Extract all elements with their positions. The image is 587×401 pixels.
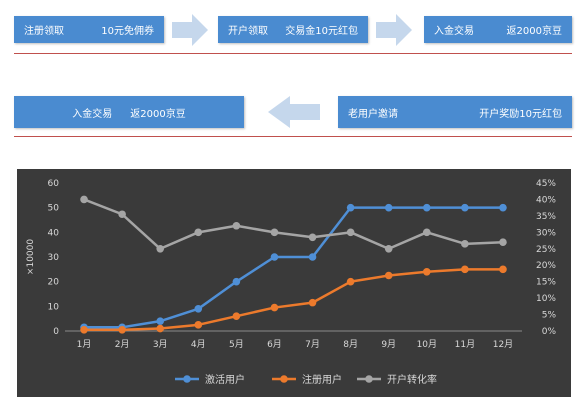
data-point-registered-users	[270, 303, 279, 312]
data-point-conversion-rate	[232, 221, 241, 230]
divider-line	[14, 136, 572, 137]
y-tick-label: 60	[48, 179, 60, 189]
y2-tick-label: 40%	[536, 195, 556, 205]
flow-step-register: 注册领取 10元免佣券	[14, 16, 164, 43]
data-point-conversion-rate	[156, 244, 165, 253]
data-point-conversion-rate	[270, 228, 279, 237]
step-reward: 返2000京豆	[130, 108, 186, 120]
flow-step-deposit-2: 入金交易 返2000京豆	[14, 96, 244, 128]
chart-svg: 0 10 20 30 40 50 60 0% 5% 10% 15% 20% 25% 30% 35% 40% 45…	[26, 179, 557, 386]
y2-tick-label: 15%	[536, 278, 556, 288]
arrow-left-icon	[268, 96, 320, 128]
data-point-active-users	[156, 317, 165, 325]
data-point-registered-users	[499, 265, 507, 274]
x-tick-label: 10月	[417, 339, 437, 350]
legend-marker-active-users	[183, 375, 191, 383]
data-point-active-users	[194, 305, 203, 313]
x-tick-label: 8月	[343, 339, 358, 350]
data-point-active-users	[232, 277, 241, 286]
y-tick-label: 10	[48, 302, 60, 312]
x-tick-label: 11月	[455, 339, 475, 350]
y2-tick-label: 10%	[536, 294, 556, 304]
data-point-registered-users	[80, 325, 88, 334]
data-point-conversion-rate	[461, 240, 469, 248]
line-chart: 0 10 20 30 40 50 60 0% 5% 10% 15% 20% 25% 30% 35% 40% 45…	[17, 169, 571, 397]
data-point-active-users	[461, 203, 469, 212]
legend-marker-conversion-rate	[365, 375, 373, 383]
x-tick-label: 12月	[493, 339, 513, 350]
x-tick-label: 5月	[229, 339, 244, 350]
data-point-active-users	[270, 253, 279, 261]
data-point-registered-users	[384, 271, 393, 280]
step-reward: 返2000京豆	[506, 26, 562, 37]
y-tick-label: 50	[48, 204, 60, 214]
data-point-active-users	[499, 203, 507, 212]
data-point-conversion-rate	[308, 233, 317, 242]
y-axis-label: ×10000	[26, 239, 36, 275]
data-point-registered-users	[118, 325, 126, 334]
x-tick-label: 1月	[77, 339, 92, 350]
data-point-registered-users	[194, 321, 203, 329]
step-reward: 交易金10元红包	[285, 26, 358, 37]
step-label: 入金交易	[434, 26, 474, 37]
y2-tick-label: 20%	[536, 261, 556, 271]
y-tick-label: 0	[53, 327, 59, 337]
y-tick-label: 20	[48, 278, 60, 288]
y2-tick-label: 30%	[536, 228, 556, 238]
data-point-active-users	[384, 203, 393, 212]
y2-tick-label: 45%	[536, 179, 556, 189]
step-label: 注册领取	[24, 26, 64, 37]
data-point-conversion-rate	[80, 195, 88, 204]
data-point-registered-users	[346, 277, 355, 286]
x-tick-label: 2月	[115, 339, 130, 350]
x-tick-label: 6月	[267, 339, 282, 350]
flow-step-invite: 老用户邀请 开户奖励10元红包	[338, 96, 572, 128]
step-label: 老用户邀请	[348, 108, 398, 120]
legend-label-registered-users: 注册用户	[302, 373, 342, 386]
divider-line	[14, 53, 572, 54]
data-point-registered-users	[232, 312, 241, 320]
y2-tick-label: 5%	[542, 311, 557, 321]
data-point-conversion-rate	[346, 228, 355, 237]
data-point-conversion-rate	[422, 228, 431, 237]
step-label: 入金交易	[72, 108, 113, 120]
step-label: 开户领取	[228, 26, 268, 37]
data-point-active-users	[346, 203, 355, 212]
y-tick-label: 40	[48, 228, 60, 238]
y2-tick-label: 25%	[536, 245, 556, 255]
data-point-conversion-rate	[384, 244, 393, 253]
legend-label-conversion-rate: 开户转化率	[387, 373, 437, 386]
step-reward: 10元免佣券	[101, 26, 154, 37]
y2-tick-label: 35%	[536, 212, 556, 222]
flow-step-deposit: 入金交易 返2000京豆	[424, 16, 572, 43]
arrow-right-icon	[172, 14, 208, 46]
series-line-registered-users	[84, 268, 503, 332]
legend-label-active-users: 激活用户	[205, 373, 245, 386]
x-tick-label: 9月	[381, 339, 396, 350]
series-line-active-users	[84, 206, 503, 329]
data-point-conversion-rate	[194, 228, 203, 237]
data-point-registered-users	[156, 324, 165, 333]
data-point-active-users	[422, 203, 431, 212]
data-point-active-users	[308, 253, 317, 261]
y-tick-label: 30	[48, 253, 60, 263]
legend-marker-registered-users	[280, 375, 288, 383]
x-tick-label: 4月	[191, 339, 206, 350]
flow-step-open-account: 开户领取 交易金10元红包	[218, 16, 368, 43]
x-tick-label: 3月	[153, 339, 168, 350]
x-tick-label: 7月	[305, 339, 320, 350]
series-line-conversion-rate	[83, 198, 504, 251]
arrow-right-icon	[376, 14, 412, 46]
data-point-registered-users	[308, 298, 317, 307]
y2-tick-label: 0%	[542, 327, 557, 337]
data-point-conversion-rate	[118, 210, 126, 219]
step-reward: 开户奖励10元红包	[479, 108, 562, 120]
data-point-registered-users	[461, 265, 469, 274]
data-point-conversion-rate	[499, 238, 507, 246]
data-point-registered-users	[422, 268, 431, 276]
